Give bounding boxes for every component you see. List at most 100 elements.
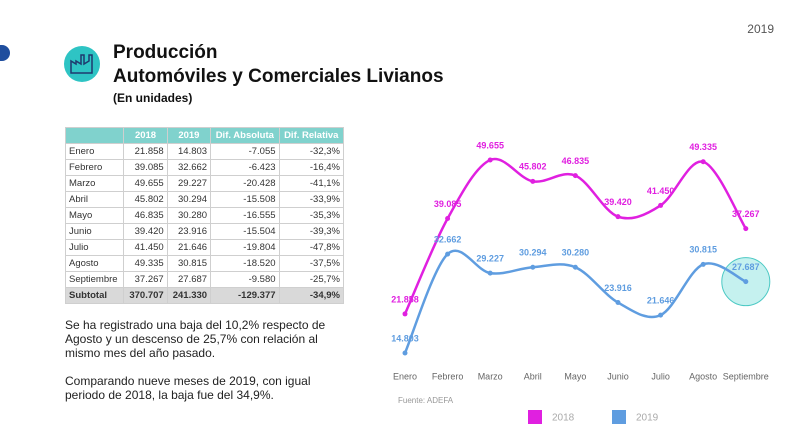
table-cell: -9.580 <box>210 271 280 288</box>
table-row: Junio 39.420 23.916 -15.504 -39,3% <box>64 223 345 240</box>
table-row: Julio 41.450 21.646 -19.804 -47,8% <box>64 239 345 256</box>
table-cell: 21.858 <box>123 143 168 160</box>
table-row: Marzo 49.655 29.227 -20.428 -41,1% <box>64 175 345 192</box>
table-cell: 30.280 <box>166 207 212 224</box>
data-label: 49.655 <box>476 140 504 150</box>
table-row: Agosto 49.335 30.815 -18.520 -37,5% <box>64 255 345 272</box>
table-cell: -6.423 <box>210 159 280 176</box>
legend-label: 2019 <box>636 413 659 424</box>
table-cell: -15.508 <box>210 191 280 208</box>
table-cell: 37.267 <box>123 271 168 288</box>
data-label: 32.662 <box>434 234 462 244</box>
table-cell: 49.335 <box>123 255 168 272</box>
x-tick-label: Junio <box>607 371 629 381</box>
data-point <box>572 173 578 179</box>
table-cell: 241.330 <box>166 287 212 304</box>
table-row: Enero 21.858 14.803 -7.055 -32,3% <box>64 143 345 160</box>
notes: Se ha registrado una baja del 10,2% resp… <box>65 318 335 416</box>
table-cell: Mayo <box>64 207 125 224</box>
table-cell: -16,4% <box>278 159 345 176</box>
table-cell: 39.420 <box>123 223 168 240</box>
table-cell: 49.655 <box>123 175 168 192</box>
data-point <box>743 226 749 232</box>
data-label: 27.687 <box>732 262 760 272</box>
table-cell: Enero <box>64 143 125 160</box>
note: Comparando nueve meses de 2019, con igua… <box>65 374 311 402</box>
table-cell: Septiembre <box>64 271 125 288</box>
data-point <box>530 178 536 184</box>
chart: Enero Febrero Marzo Abril Mayo Junio Julio Agos… <box>391 140 771 424</box>
table-cell: -32,3% <box>278 143 345 160</box>
data-point <box>743 279 749 285</box>
x-tick-label: Enero <box>393 371 417 381</box>
table-row: 2018 2019 Dif. Absoluta Dif. Relativa <box>64 127 345 144</box>
table-cell: -35,3% <box>278 207 345 224</box>
x-tick-label: Julio <box>651 371 670 381</box>
data-label: 39.420 <box>604 197 632 207</box>
subtitle: Automóviles y Comerciales Livianos <box>113 66 444 87</box>
data-label: 37.267 <box>732 209 760 219</box>
data-point <box>402 311 408 317</box>
data-label: 21.858 <box>391 294 419 304</box>
table-cell: Agosto <box>64 255 125 272</box>
table-cell: -7.055 <box>210 143 280 160</box>
data-point <box>445 251 451 257</box>
table-cell <box>64 127 125 144</box>
table-cell: -129.377 <box>210 287 280 304</box>
data-point <box>487 270 493 276</box>
table-cell: -15.504 <box>210 223 280 240</box>
data-label: 14.803 <box>391 333 419 343</box>
data-point <box>572 264 578 270</box>
data-point <box>445 216 451 222</box>
data-point <box>615 214 621 220</box>
data-point <box>658 202 664 208</box>
data-point <box>658 312 664 318</box>
x-tick-label: Marzo <box>478 371 503 381</box>
table-cell: 30.294 <box>166 191 212 208</box>
table-cell: -25,7% <box>278 271 345 288</box>
data-point <box>530 264 536 270</box>
table-cell: Febrero <box>64 159 125 176</box>
table-cell: 21.646 <box>166 239 212 256</box>
table-cell: 30.815 <box>166 255 212 272</box>
data-table: 2018 2019 Dif. Absoluta Dif. Relativa Enero 2… <box>64 127 345 304</box>
table-cell: Dif. Relativa <box>278 127 345 144</box>
x-tick-label: Febrero <box>432 371 464 381</box>
table-cell: Abril <box>64 191 125 208</box>
table-row: Febrero 39.085 32.662 -6.423 -16,4% <box>64 159 345 176</box>
icon <box>64 46 100 82</box>
data-label: 21.646 <box>647 295 675 305</box>
table-cell: 29.227 <box>166 175 212 192</box>
table-cell: -19.804 <box>210 239 280 256</box>
table-cell: 32.662 <box>166 159 212 176</box>
page-number: 2019 <box>747 22 774 36</box>
table-cell: 46.835 <box>123 207 168 224</box>
table-cell: -41,1% <box>278 175 345 192</box>
table-cell: 2018 <box>123 127 168 144</box>
table-cell: -20.428 <box>210 175 280 192</box>
source: Fuente: ADEFA <box>398 396 454 405</box>
table-cell: -39,3% <box>278 223 345 240</box>
note: Se ha registrado una baja del 10,2% resp… <box>65 318 326 360</box>
table-cell: -37,5% <box>278 255 345 272</box>
table-cell: 27.687 <box>166 271 212 288</box>
data-label: 30.815 <box>689 245 717 255</box>
legend-label: 2018 <box>552 413 575 424</box>
data-point <box>402 350 408 356</box>
table-cell: 370.707 <box>123 287 168 304</box>
table-cell: 2019 <box>166 127 212 144</box>
data-label: 41.450 <box>647 186 675 196</box>
table-row: Abril 45.802 30.294 -15.508 -33,9% <box>64 191 345 208</box>
table-cell: -18.520 <box>210 255 280 272</box>
table-cell: Julio <box>64 239 125 256</box>
unit-note: (En unidades) <box>113 91 193 105</box>
x-tick-label: Agosto <box>689 371 717 381</box>
table-row: Septiembre 37.267 27.687 -9.580 -25,7% <box>64 271 345 288</box>
table-cell: -33,9% <box>278 191 345 208</box>
data-label: 29.227 <box>476 253 504 263</box>
data-point <box>615 300 621 306</box>
data-point <box>700 261 706 267</box>
x-tick-label: Mayo <box>564 371 586 381</box>
table-cell: Dif. Absoluta <box>210 127 280 144</box>
